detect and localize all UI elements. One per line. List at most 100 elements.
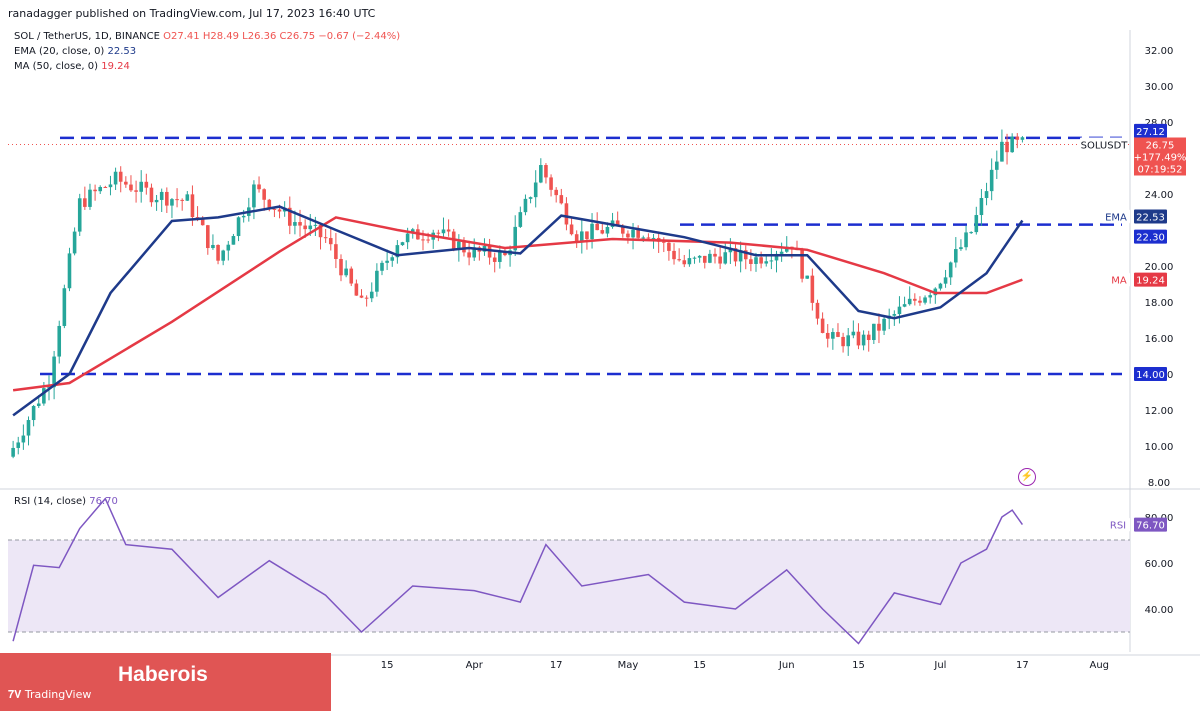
candle-body: [974, 215, 979, 233]
time-tick-label: 17: [550, 660, 563, 671]
candle-body: [323, 237, 328, 239]
symbol-tag-box: [1080, 137, 1128, 152]
candle-body: [631, 229, 635, 238]
candle-body: [754, 257, 758, 264]
ema-legend: EMA (20, close, 0) 22.53: [14, 46, 136, 57]
candle-body: [36, 403, 41, 406]
candle-body: [93, 189, 97, 192]
ma-value-label-box: [1134, 272, 1167, 287]
candle-body: [564, 203, 569, 225]
candle-body: [913, 298, 917, 301]
candle-body: [810, 275, 815, 303]
candle-body: [139, 181, 143, 192]
candle-body: [195, 217, 200, 219]
candle-body: [769, 260, 774, 262]
price-tick-label: 16.00: [1145, 334, 1174, 345]
candle-body: [615, 220, 620, 226]
candle-body: [1015, 136, 1020, 140]
candle-body: [364, 297, 369, 299]
candle-body: [134, 190, 138, 192]
candle-body: [682, 260, 687, 265]
candle-body: [303, 225, 307, 230]
candle-body: [595, 223, 599, 231]
rsi-line[interactable]: [12, 497, 1024, 645]
ma-tag-box: [1108, 272, 1130, 287]
candle-body: [390, 257, 395, 261]
ma-value: 19.24: [101, 61, 130, 72]
candle-body: [733, 248, 738, 262]
candle-body: [226, 244, 231, 251]
level-label-22: 22.30: [1136, 233, 1165, 244]
rsi-value-label-box: [1134, 517, 1167, 532]
candle-body: [503, 252, 507, 256]
candle-body: [533, 182, 538, 198]
ma-50-line[interactable]: [12, 216, 1023, 392]
candle-body: [984, 191, 989, 199]
level-label-14-box: [1134, 367, 1167, 381]
symbol-ohlc-legend: SOL / TetherUS, 1D, BINANCE O27.41 H28.4…: [14, 31, 400, 42]
candle-body: [723, 252, 728, 264]
candle-body: [267, 199, 272, 209]
lightning-alert-icon[interactable]: ⚡: [1018, 468, 1036, 486]
ema-value-label-box: [1134, 209, 1167, 224]
candle-body: [472, 247, 477, 258]
candle-body: [426, 239, 430, 241]
candle-body: [902, 304, 907, 307]
candle-body: [159, 191, 164, 200]
candle-body: [728, 248, 733, 253]
candle-body: [446, 229, 451, 232]
candle-body: [67, 253, 72, 289]
candle-body: [287, 207, 292, 226]
ma-label: MA (50, close, 0): [14, 61, 99, 72]
candle-body: [667, 242, 671, 251]
candle-body: [62, 288, 67, 326]
candle-body: [359, 295, 364, 298]
time-tick-label: 15: [381, 660, 394, 671]
candle-body: [277, 209, 282, 212]
candle-body: [877, 323, 881, 331]
candle-body: [851, 331, 856, 336]
candle-body: [400, 242, 405, 246]
candle-body: [559, 195, 564, 204]
ohlc-values: O27.41 H28.49 L26.36 C26.75 −0.67 (−2.44…: [163, 31, 401, 42]
candle-body: [487, 245, 492, 258]
candle-body: [375, 270, 379, 292]
tradingview-logo-icon: 𝟕𝐕: [8, 688, 25, 701]
candle-body: [252, 184, 256, 208]
candle-body: [738, 250, 743, 262]
candle-body: [979, 198, 984, 216]
rsi-value-label: 76.70: [1136, 521, 1165, 532]
candle-body: [98, 186, 103, 192]
candle-body: [825, 332, 830, 339]
candle-body: [697, 255, 702, 258]
candle-body: [943, 277, 948, 284]
candle-body: [749, 259, 753, 264]
ema-tag: EMA: [1105, 212, 1127, 223]
time-tick-label: May: [618, 660, 639, 671]
candle-body: [590, 223, 594, 240]
time-tick-label: 15: [693, 660, 706, 671]
time-tick-label: Aug: [1089, 660, 1109, 671]
rsi-label: RSI (14, close): [14, 496, 87, 507]
level-label-22-box: [1134, 229, 1167, 244]
candle-body: [708, 253, 712, 263]
candle-body: [52, 356, 56, 388]
ema-20-line[interactable]: [12, 205, 1024, 417]
symbol-label: SOL / TetherUS, 1D, BINANCE: [14, 31, 160, 42]
candle-body: [800, 250, 804, 279]
watermark-text: Haberois: [118, 663, 208, 686]
candle-body: [395, 245, 400, 258]
candle-body: [257, 184, 261, 190]
price-tick-label: 18.00: [1145, 298, 1174, 309]
candle-body: [216, 244, 220, 261]
candle-body: [969, 232, 973, 234]
candle-body: [405, 233, 410, 243]
candle-body: [1005, 141, 1009, 153]
candle-body: [369, 291, 374, 299]
candle-body: [626, 233, 630, 238]
candle-body: [600, 230, 605, 234]
candle-body: [872, 323, 876, 341]
ma-legend: MA (50, close, 0) 19.24: [14, 61, 130, 72]
candle-body: [815, 302, 820, 319]
